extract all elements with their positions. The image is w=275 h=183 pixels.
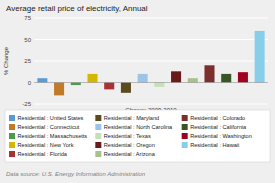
grid-line	[34, 39, 268, 40]
legend-label: Residential : Texas	[104, 133, 151, 139]
title: Average retail price of electricity, Ann…	[6, 4, 148, 13]
legend-swatch	[95, 124, 101, 130]
legend-swatch	[182, 142, 188, 148]
bar	[104, 83, 114, 90]
legend-label: Residential : Washington	[190, 133, 252, 139]
bar	[54, 83, 64, 96]
bar	[188, 78, 198, 82]
bar	[37, 78, 47, 82]
legend-swatch	[182, 124, 188, 130]
bar	[138, 74, 148, 83]
bar	[154, 83, 164, 87]
bar	[255, 31, 265, 83]
y-axis-label: % Change	[3, 46, 9, 75]
legend-box	[5, 110, 270, 162]
legend-label: Residential : Florida	[18, 151, 68, 157]
grid-line	[34, 104, 268, 105]
legend-swatch	[182, 115, 188, 121]
bar	[171, 71, 181, 82]
legend-swatch	[95, 142, 101, 148]
footnote: Data source: U.S. Energy Information Adm…	[6, 171, 146, 177]
bar	[204, 65, 214, 82]
grid-line	[34, 61, 268, 62]
legend-swatch	[9, 133, 15, 139]
legend-swatch	[9, 151, 15, 157]
legend-label: Residential : California	[190, 124, 247, 130]
legend-label: Residential : Connecticut	[18, 124, 80, 130]
legend-label: Residential : Colorado	[190, 115, 245, 121]
legend-label: Residential : New York	[18, 142, 74, 148]
legend-swatch	[95, 133, 101, 139]
legend-label: Residential : North Carolina	[104, 124, 173, 130]
bar	[121, 83, 131, 93]
legend-label: Residential : United States	[18, 115, 84, 121]
chart: Average retail price of electricity, Ann…	[0, 0, 275, 183]
legend-label: Residential : Hawaii	[190, 142, 239, 148]
zero-line	[34, 82, 268, 83]
bar	[238, 72, 248, 82]
y-tick-label: -25	[22, 101, 31, 107]
legend-label: Residential : Maryland	[104, 115, 159, 121]
legend-label: Residential : Oregon	[104, 142, 155, 148]
y-tick-label: 25	[24, 58, 31, 64]
legend-swatch	[182, 133, 188, 139]
legend-swatch	[95, 151, 101, 157]
y-tick-label: 75	[24, 15, 31, 21]
bar	[71, 83, 81, 86]
legend-label: Residential : Massachusetts	[18, 133, 88, 139]
legend-label: Residential : Arizona	[104, 151, 156, 157]
y-tick-label: 50	[24, 37, 31, 43]
bar	[87, 74, 97, 83]
bar	[221, 74, 231, 83]
bars	[37, 31, 264, 96]
legend-swatch	[95, 115, 101, 121]
legend-swatch	[9, 142, 15, 148]
y-tick-label: 0	[28, 80, 32, 86]
grid-line	[34, 82, 268, 83]
legend-swatch	[9, 115, 15, 121]
legend-swatch	[9, 124, 15, 130]
grid-line	[34, 18, 268, 19]
